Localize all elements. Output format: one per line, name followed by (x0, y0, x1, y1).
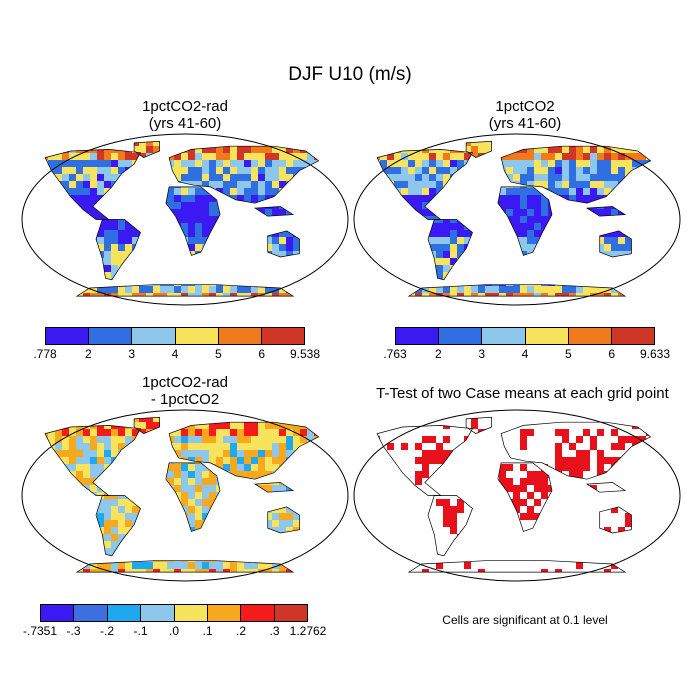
colorbar-tick-label: 4 (171, 347, 179, 361)
colorbar-swatch (525, 328, 569, 344)
colorbar-tick-label: 1.2762 (289, 624, 327, 638)
colorbar-tick-label: 6 (608, 347, 615, 361)
colorbar-swatch (132, 328, 176, 344)
colorbar-swatch (482, 328, 526, 344)
colorbar-tick-label: .0 (168, 624, 180, 638)
map-frame (353, 409, 681, 582)
colorbar-tick-label: 2 (84, 347, 92, 361)
colorbar-swatch (74, 605, 108, 621)
panel-a-title: 1pctCO2-rad (yrs 41-60) (25, 98, 345, 132)
colorbar-swatch (261, 328, 305, 344)
colorbar-tick-label: .2 (235, 624, 247, 638)
map-frame (21, 409, 349, 582)
colorbar-tick-label: .778 (33, 347, 57, 361)
colorbar-swatch (89, 328, 133, 344)
figure-title: DJF U10 (m/s) (288, 64, 412, 85)
colorbar-tick-label: -.3 (66, 624, 81, 638)
map-field (45, 417, 319, 573)
map-field (377, 417, 651, 573)
map-field (377, 141, 651, 297)
colorbar-boxes (45, 327, 305, 345)
colorbar-boxes (40, 604, 308, 622)
colorbar-swatch (175, 328, 219, 344)
colorbar-swatch (218, 328, 262, 344)
map-frame (353, 133, 681, 306)
panel-a-colorbar: .778 2 3 4 5 6 9.538 (33, 327, 320, 361)
colorbar-tick-label: 4 (521, 347, 529, 361)
panel-c-map (21, 409, 349, 582)
panel-d-title: T-Test of two Case means at each grid po… (350, 385, 695, 402)
colorbar-tick-label: 3 (478, 347, 485, 361)
colorbar-swatch (107, 605, 142, 621)
colorbar-tick-label: 5 (214, 347, 222, 361)
panel-d-title-line-1: T-Test of two Case means at each grid po… (376, 385, 669, 402)
colorbar-swatch (568, 328, 612, 344)
coastlines (376, 416, 652, 573)
panel-c-title-line-1: 1pctCO2-rad (142, 374, 228, 391)
panel-a-title-line-1: 1pctCO2-rad (142, 98, 228, 115)
panel-b-colorbar: .763 2 3 4 5 6 9.633 (383, 327, 670, 361)
colorbar-boxes (395, 327, 655, 345)
colorbar-swatch (207, 605, 242, 621)
colorbar-swatch (396, 328, 440, 344)
panel-b-title: 1pctCO2 (yrs 41-60) (355, 98, 695, 132)
panel-d-map (353, 409, 681, 582)
colorbar-tick-label: 9.538 (289, 347, 321, 361)
coastlines (44, 140, 320, 297)
colorbar-swatch (241, 605, 275, 621)
colorbar-tick-label: .3 (269, 624, 280, 638)
panel-b-title-line-2: (yrs 41-60) (488, 115, 562, 132)
colorbar-tick-label: -.1 (133, 624, 148, 638)
panel-b-title-line-1: 1pctCO2 (495, 98, 555, 115)
colorbar-tick-label: -.2 (99, 624, 115, 638)
coastlines (376, 140, 652, 297)
panel-b-map (353, 133, 681, 306)
colorbar-swatch (439, 328, 483, 344)
panel-c-colorbar: -.7351 -.3 -.2 -.1 .0 .1 .2 .3 1.2762 (23, 604, 326, 638)
colorbar-tick-label: -.7351 (22, 624, 58, 638)
colorbar-swatch (274, 605, 307, 621)
map-field (45, 141, 319, 297)
panel-a-title-line-2: (yrs 41-60) (148, 115, 222, 132)
colorbar-tick-label: .1 (202, 624, 213, 638)
panel-c-title-line-2: - 1pctCO2 (150, 391, 220, 408)
colorbar-swatch (41, 605, 75, 621)
colorbar-tick-label: 5 (564, 347, 572, 361)
colorbar-swatch (611, 328, 655, 344)
colorbar-tick-label: .763 (383, 347, 407, 361)
map-frame (21, 133, 349, 306)
colorbar-tick-label: 9.633 (639, 347, 671, 361)
colorbar-swatch (46, 328, 90, 344)
colorbar-swatch (141, 605, 175, 621)
colorbar-tick-label: 2 (434, 347, 442, 361)
colorbar-swatch (174, 605, 208, 621)
panel-a-map (21, 133, 349, 306)
colorbar-tick-label: 3 (128, 347, 135, 361)
colorbar-tick-label: 6 (258, 347, 265, 361)
panel-d-footnote: Cells are significant at 0.1 level (442, 613, 608, 627)
panel-c-title: 1pctCO2-rad - 1pctCO2 (25, 374, 345, 408)
coastlines (44, 416, 320, 573)
